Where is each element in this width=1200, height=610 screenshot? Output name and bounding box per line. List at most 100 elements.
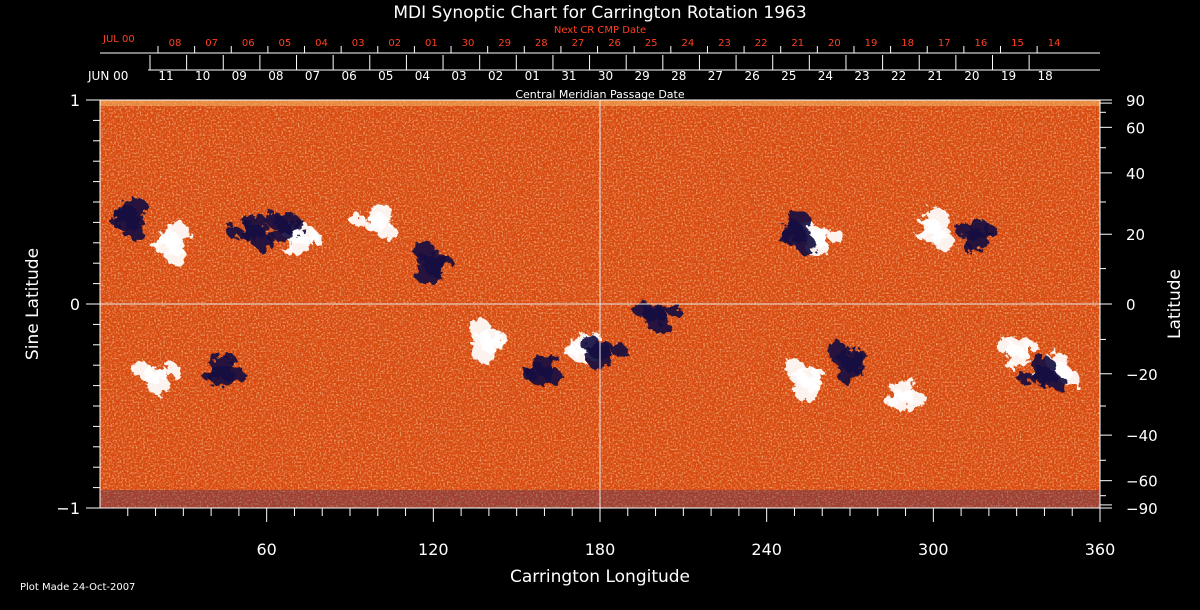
x-tick-label: 60 xyxy=(256,540,276,559)
next-date-label: 03 xyxy=(352,38,365,49)
next-date-label: 01 xyxy=(425,38,438,49)
cmp-date-label: 08 xyxy=(268,69,283,83)
negative-region xyxy=(413,241,452,285)
x-tick-label: 240 xyxy=(751,540,782,559)
cmp-date-label: 30 xyxy=(598,69,613,83)
x-axis: 60 120 180 240 300 360 xyxy=(127,508,1116,559)
cmp-date-label: 27 xyxy=(708,69,723,83)
positive-region xyxy=(150,221,191,266)
y-axis-left: 1 0 −1 xyxy=(56,91,100,518)
positive-region xyxy=(884,377,927,411)
negative-region xyxy=(1017,356,1068,391)
y-right-tick-label: −40 xyxy=(1126,427,1158,445)
negative-region xyxy=(265,212,307,243)
negative-region xyxy=(954,220,998,252)
next-date-label: 27 xyxy=(572,38,585,49)
y-right-tick-label: −90 xyxy=(1126,500,1158,518)
next-date-label: 25 xyxy=(645,38,658,49)
y-right-tick-label: 90 xyxy=(1126,92,1145,110)
positive-region xyxy=(131,361,182,395)
next-date-label: 29 xyxy=(498,38,511,49)
y-axis-label-right: Latitude xyxy=(1165,269,1185,339)
y-left-tick-label: −1 xyxy=(56,499,80,518)
cmp-date-label: 10 xyxy=(195,69,210,83)
next-date-label: 17 xyxy=(938,38,951,49)
cmp-date-label: 24 xyxy=(818,69,833,83)
next-date-label: 07 xyxy=(205,38,218,49)
next-cr-label: Next CR CMP Date xyxy=(554,25,646,36)
positive-region xyxy=(916,208,956,252)
x-tick-label: 180 xyxy=(585,540,616,559)
cmp-date-label: 28 xyxy=(671,69,686,83)
y-right-tick-label: 0 xyxy=(1126,296,1136,314)
negative-region xyxy=(825,341,867,384)
cmp-date-label: 31 xyxy=(561,69,576,83)
cmp-date-label: 04 xyxy=(415,69,430,83)
cmp-date-label: 26 xyxy=(744,69,759,83)
cmp-date-label: 25 xyxy=(781,69,796,83)
negative-region xyxy=(777,210,817,254)
chart-title: MDI Synoptic Chart for Carrington Rotati… xyxy=(393,3,806,23)
cmp-date-label: 01 xyxy=(525,69,540,83)
negative-region xyxy=(631,300,682,334)
next-date-ticks xyxy=(157,46,1038,53)
next-date-label: 23 xyxy=(718,38,731,49)
next-date-label: 26 xyxy=(608,38,621,49)
cmp-label: Central Meridian Passage Date xyxy=(515,88,684,101)
negative-region xyxy=(225,213,273,251)
active-regions xyxy=(109,197,1081,411)
y-right-tick-label: 20 xyxy=(1126,226,1145,244)
cmp-date-label: 20 xyxy=(964,69,979,83)
next-date-label: 22 xyxy=(755,38,768,49)
next-date-label: 21 xyxy=(791,38,804,49)
plot-footer: Plot Made 24-Oct-2007 xyxy=(20,582,135,593)
negative-region xyxy=(203,353,246,387)
cmp-date-label: 18 xyxy=(1037,69,1052,83)
next-date-label: 30 xyxy=(462,38,475,49)
positive-region xyxy=(784,360,825,402)
x-axis-label: Carrington Longitude xyxy=(510,567,690,587)
y-right-tick-label: −60 xyxy=(1126,473,1158,491)
x-tick-label: 300 xyxy=(918,540,949,559)
next-date-label: 08 xyxy=(169,38,182,49)
next-date-label: 06 xyxy=(242,38,255,49)
y-left-tick-label: 0 xyxy=(70,295,80,314)
positive-region xyxy=(281,224,323,255)
y-axis-right: 90 60 40 20 0 −20 −40 −60 −90 xyxy=(1100,92,1158,518)
y-right-tick-label: 40 xyxy=(1126,165,1145,183)
cmp-date-label: 23 xyxy=(854,69,869,83)
next-date-label: 15 xyxy=(1011,38,1024,49)
cmp-date-label: 21 xyxy=(928,69,943,83)
next-date-label: 14 xyxy=(1048,38,1061,49)
negative-region xyxy=(578,334,628,371)
negative-region xyxy=(109,197,149,241)
cmp-date-label: 11 xyxy=(158,69,173,83)
next-date-label: 18 xyxy=(901,38,914,49)
y-axis-label-left: Sine Latitude xyxy=(23,248,43,360)
cmp-date-label: 22 xyxy=(891,69,906,83)
negative-region xyxy=(521,354,564,386)
positive-region xyxy=(350,203,398,241)
x-tick-label: 360 xyxy=(1085,540,1116,559)
cmp-date-label: 02 xyxy=(488,69,503,83)
cmp-date-labels: 11 10 09 08 07 06 05 04 03 02 01 31 30 29 28 27 26 25 24 23… xyxy=(158,69,1052,83)
y-left-tick-label: 1 xyxy=(70,91,80,110)
x-tick-label: 120 xyxy=(418,540,449,559)
next-date-label: 04 xyxy=(315,38,328,49)
next-date-label: 02 xyxy=(388,38,401,49)
next-date-label: 19 xyxy=(865,38,878,49)
y-right-tick-label: −20 xyxy=(1126,366,1158,384)
month-label: JUN 00 xyxy=(87,69,128,83)
next-date-label: 05 xyxy=(279,38,292,49)
next-date-labels: 08 07 06 05 04 03 02 01 30 29 28 27 26 25 24 23 22 21 20 19… xyxy=(169,38,1061,49)
next-month-label: JUL 00 xyxy=(102,34,135,45)
next-date-label: 24 xyxy=(681,38,694,49)
cmp-date-ticks xyxy=(148,55,1100,71)
cmp-date-label: 07 xyxy=(305,69,320,83)
cmp-date-label: 03 xyxy=(451,69,466,83)
cmp-date-label: 29 xyxy=(635,69,650,83)
cmp-date-label: 19 xyxy=(1001,69,1016,83)
y-right-tick-label: 60 xyxy=(1126,119,1145,137)
next-date-label: 28 xyxy=(535,38,548,49)
